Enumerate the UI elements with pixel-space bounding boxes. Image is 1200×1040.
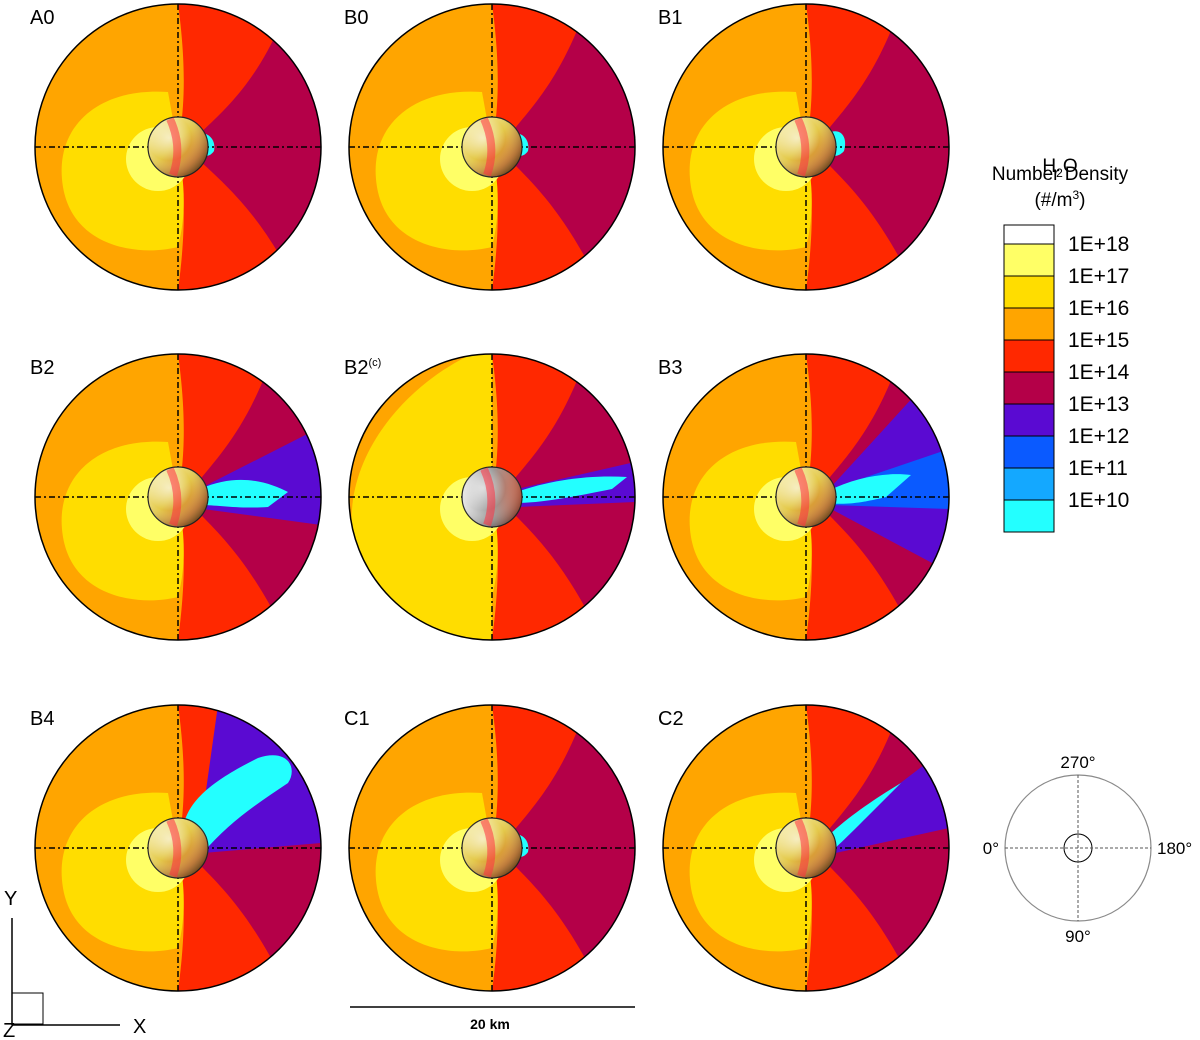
plume — [826, 765, 949, 854]
domain-boundary — [348, 3, 636, 291]
orientation-dial: 270° 0° 180° 90° — [983, 753, 1192, 946]
domain-boundary — [662, 704, 950, 992]
legend-swatch — [1003, 435, 1055, 469]
colorbar-legend: H2O Number Density (#/m3) 1E+181E+171E+1… — [992, 156, 1130, 533]
panel-b2: B2 — [30, 353, 322, 641]
plume-violet — [831, 765, 949, 854]
moon-band — [794, 818, 810, 878]
legend-tick: 1E+14 — [1068, 361, 1130, 384]
domain-boundary — [348, 704, 636, 992]
legend-swatch — [1003, 339, 1055, 373]
z-axis-label: Z — [3, 1020, 15, 1040]
domain-boundary — [662, 3, 950, 291]
moon-band — [480, 117, 496, 177]
dial-label-top: 270° — [1060, 753, 1095, 772]
panel-label: C1 — [344, 708, 370, 730]
legend-swatches — [1003, 224, 1055, 533]
panel-b2-c: B2(c) — [344, 353, 636, 641]
moon-band — [166, 467, 182, 527]
domain-boundary — [34, 3, 322, 291]
plume-cyan — [183, 755, 292, 853]
legend-swatch — [1003, 243, 1055, 277]
legend-swatch — [1003, 371, 1055, 405]
moon-band — [166, 818, 182, 878]
x-axis-label: X — [133, 1016, 146, 1038]
scale-bar: 20 km — [350, 1006, 635, 1032]
legend-title-units: (#/m3) — [1034, 188, 1085, 211]
panel-label: B4 — [30, 708, 54, 730]
axes-triad: Y X Z — [3, 888, 146, 1040]
panel-label: B2 — [30, 357, 54, 379]
domain-boundary — [34, 353, 322, 641]
legend-tick: 1E+11 — [1068, 457, 1128, 480]
legend-swatch — [1003, 467, 1055, 501]
moon-band — [480, 467, 496, 527]
legend-swatch — [1003, 307, 1055, 341]
domain-boundary — [348, 353, 636, 641]
z-axis-box — [11, 992, 44, 1025]
panel-grid: A0 B0 B1 B2 B2(c) B3 B4 C1 C2 — [30, 3, 950, 992]
legend-tick: 1E+16 — [1068, 297, 1129, 320]
scale-bar-label: 20 km — [470, 1016, 510, 1032]
domain-boundary — [662, 353, 950, 641]
panel-label: C2 — [658, 708, 684, 730]
panel-label: A0 — [30, 7, 54, 29]
legend-tick: 1E+17 — [1068, 265, 1129, 288]
y-axis-label: Y — [4, 888, 17, 910]
legend-tick-labels: 1E+18 1E+17 1E+16 1E+15 1E+14 1E+13 1E+12 1E+11… — [1068, 233, 1130, 512]
panel-label: B0 — [344, 7, 368, 29]
panel-b0: B0 — [344, 3, 636, 291]
dial-label-left: 0° — [983, 839, 999, 858]
legend-tick: 1E+15 — [1068, 329, 1129, 352]
dial-label-right: 180° — [1157, 839, 1192, 858]
legend-swatch — [1003, 499, 1055, 533]
moon-band — [480, 818, 496, 878]
panel-label: B1 — [658, 7, 682, 29]
domain-boundary — [34, 704, 322, 992]
legend-tick: 1E+18 — [1068, 233, 1129, 256]
panel-c1: C1 — [344, 704, 636, 992]
panel-b4: B4 — [30, 704, 322, 992]
plume-cyan — [826, 783, 901, 854]
moon-band — [166, 117, 182, 177]
plume-cyan — [200, 479, 288, 508]
panel-label: B2(c) — [344, 357, 381, 379]
panel-b3: B3 — [658, 353, 950, 641]
plume-cyan — [514, 476, 627, 503]
plume — [514, 462, 635, 507]
legend-swatch — [1003, 403, 1055, 437]
legend-title-quantity: Number Density — [992, 164, 1129, 185]
panel-b1: B1 — [658, 3, 950, 291]
legend-tick: 1E+10 — [1068, 489, 1129, 512]
panel-label: B3 — [658, 357, 682, 379]
moon-band — [794, 117, 810, 177]
legend-swatch — [1003, 224, 1055, 245]
panel-a0: A0 — [30, 3, 322, 291]
legend-swatch — [1003, 275, 1055, 309]
dial-label-bottom: 90° — [1065, 927, 1091, 946]
plume — [200, 427, 321, 525]
legend-title-species: H2O — [1042, 156, 1077, 180]
moon-band — [794, 467, 810, 527]
panel-c2: C2 — [658, 704, 950, 992]
legend-tick: 1E+13 — [1068, 393, 1129, 416]
legend-tick: 1E+12 — [1068, 425, 1129, 448]
